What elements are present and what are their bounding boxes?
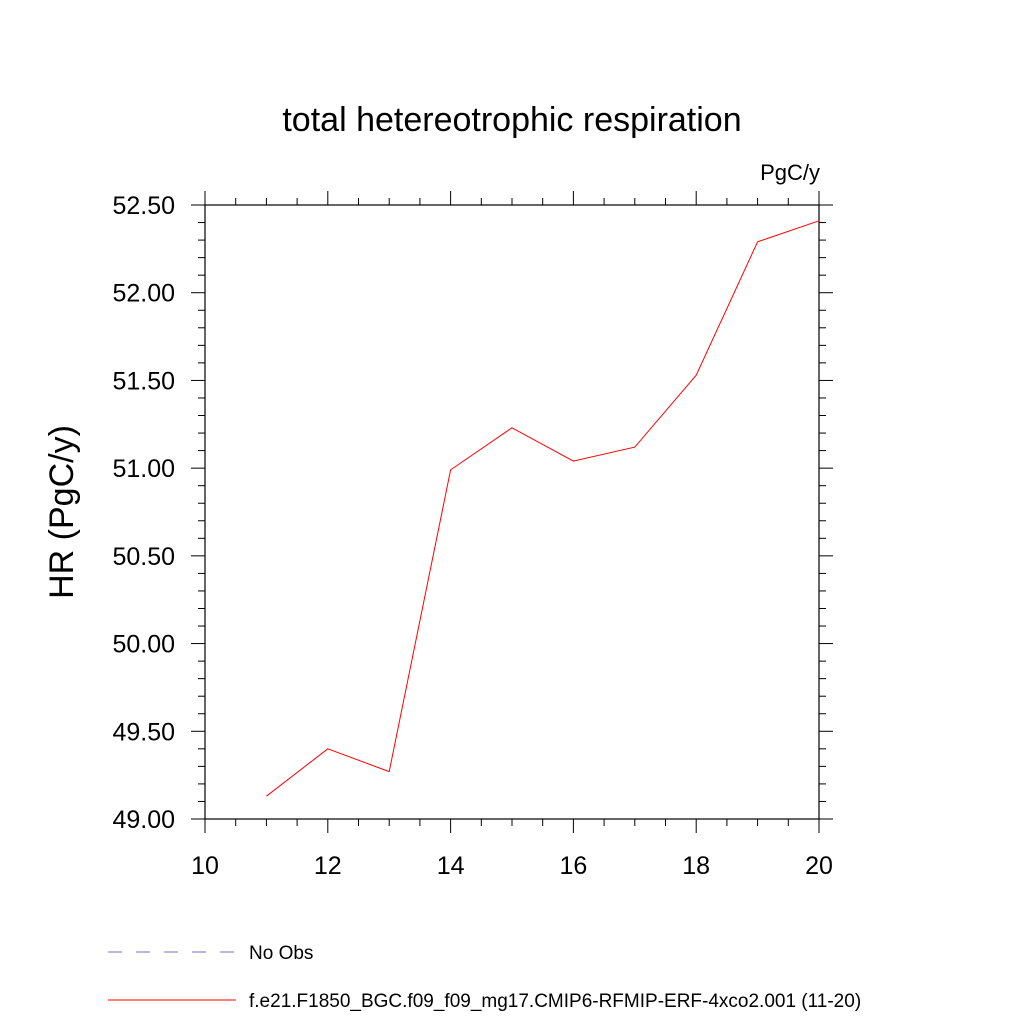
series-layer — [266, 220, 820, 797]
series-line — [266, 220, 820, 797]
y-axis: 49.00 49.50 50.00 50.50 51.00 51.50 52.00 52.50 — [112, 192, 833, 834]
y-axis-label: HR (PgC/y) — [43, 425, 81, 599]
plot-frame — [204, 204, 820, 820]
units-label: PgC/y — [760, 160, 820, 185]
x-tick-label: 16 — [559, 852, 587, 880]
x-tick-label: 20 — [805, 852, 833, 880]
y-tick-label: 50.00 — [112, 631, 175, 659]
y-tick-label: 51.00 — [112, 455, 175, 483]
x-tick-label: 14 — [437, 852, 465, 880]
x-tick-label: 18 — [682, 852, 710, 880]
y-tick-label: 49.50 — [112, 718, 175, 746]
y-tick-label: 51.50 — [112, 367, 175, 395]
chart-title: total hetereotrophic respiration — [282, 101, 741, 139]
x-tick-label: 12 — [314, 852, 342, 880]
minor-ticks — [198, 198, 826, 826]
y-tick-label: 50.50 — [112, 543, 175, 571]
y-tick-label: 52.50 — [112, 192, 175, 220]
y-tick-label: 52.00 — [112, 280, 175, 308]
legend-label-series: f.e21.F1850_BGC.f09_f09_mg17.CMIP6-RFMIP… — [249, 991, 861, 1012]
x-axis: 10 12 14 16 18 20 — [191, 191, 833, 880]
legend: No Obs f.e21.F1850_BGC.f09_f09_mg17.CMIP… — [108, 943, 861, 1012]
legend-label-no-obs: No Obs — [249, 943, 313, 964]
x-tick-label: 10 — [191, 852, 219, 880]
y-tick-label: 49.00 — [112, 806, 175, 834]
